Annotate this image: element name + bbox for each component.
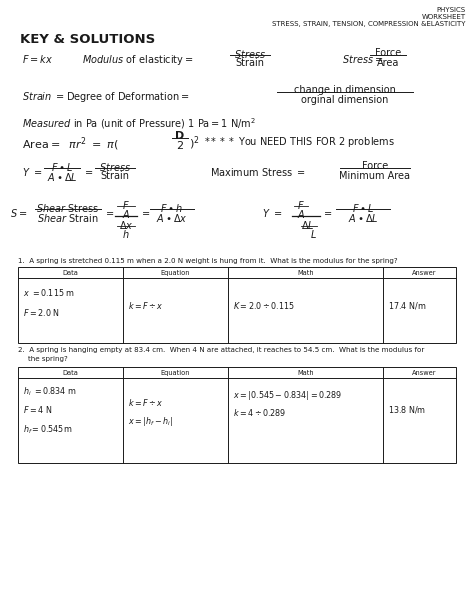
Text: $\Delta L$: $\Delta L$ [301, 219, 315, 231]
Text: $\mathit{Strain}\ = \mathrm{Degree\ of\ Deformation} =$: $\mathit{Strain}\ = \mathrm{Degree\ of\ … [22, 90, 190, 104]
Text: Data: Data [63, 270, 78, 276]
Text: $A \bullet \Delta L$: $A \bullet \Delta L$ [348, 212, 378, 224]
Text: $)^2$: $)^2$ [189, 134, 200, 151]
Text: $\mathit{Modulus}\ \mathrm{of\ elasticity} =$: $\mathit{Modulus}\ \mathrm{of\ elasticit… [82, 53, 193, 67]
Text: Math: Math [297, 270, 314, 276]
Text: Equation: Equation [161, 370, 190, 376]
Text: $\mathit{Stress}$: $\mathit{Stress}$ [99, 161, 131, 173]
Text: $Y\ =$: $Y\ =$ [262, 207, 282, 219]
Text: $F = 4\ \mathrm{N}$: $F = 4\ \mathrm{N}$ [23, 404, 52, 415]
Text: $F \bullet L$: $F \bullet L$ [352, 202, 374, 214]
Bar [18, 367, 456, 463]
Text: Equation: Equation [161, 270, 190, 276]
Text: $h_i\ {=}0.834\ \mathrm{m}$: $h_i\ {=}0.834\ \mathrm{m}$ [23, 386, 77, 398]
Text: $\mathrm{Area} =\ \ \pi r^2\ =\ \pi($: $\mathrm{Area} =\ \ \pi r^2\ =\ \pi($ [22, 135, 119, 153]
Text: $A \bullet \Delta L$: $A \bullet \Delta L$ [47, 171, 77, 183]
Text: PHYSICS: PHYSICS [437, 7, 466, 13]
Text: STRESS, STRAIN, TENSION, COMPRESSION &ELASTICITY: STRESS, STRAIN, TENSION, COMPRESSION &EL… [273, 21, 466, 27]
Text: $=$: $=$ [322, 207, 333, 217]
Text: $\mathit{Measured}\ \mathrm{in\ Pa\ (unit\ of\ Pressure)\ 1\ Pa = 1\ N/m}^2$: $\mathit{Measured}\ \mathrm{in\ Pa\ (uni… [22, 116, 256, 131]
Text: $\mathit{Shear}\ \mathrm{Strain}$: $\mathit{Shear}\ \mathrm{Strain}$ [37, 212, 99, 224]
Text: $A$: $A$ [297, 208, 305, 220]
Text: orginal dimension: orginal dimension [301, 95, 389, 105]
Text: $F \bullet h$: $F \bullet h$ [161, 202, 183, 214]
Text: $\mathit{L}$: $\mathit{L}$ [310, 228, 317, 240]
Text: $=$: $=$ [104, 207, 115, 217]
Text: $F = 2.0\ \mathrm{N}$: $F = 2.0\ \mathrm{N}$ [23, 307, 60, 318]
Text: $k = F \div x$: $k = F \div x$ [128, 397, 164, 408]
Text: $17.4\ \mathrm{N/m}$: $17.4\ \mathrm{N/m}$ [388, 300, 426, 311]
Text: $13.8\ \mathrm{N/m}$: $13.8\ \mathrm{N/m}$ [388, 404, 426, 415]
Text: Force: Force [375, 48, 401, 58]
Text: $\Delta x$: $\Delta x$ [118, 219, 133, 231]
Text: Force: Force [362, 161, 388, 171]
Text: $F \bullet L$: $F \bullet L$ [51, 161, 73, 173]
Text: $h_f = 0.545\mathrm{m}$: $h_f = 0.545\mathrm{m}$ [23, 424, 72, 436]
Text: $****\ \mathrm{You\ NEED\ THIS\ FOR\ 2\ problems}$: $****\ \mathrm{You\ NEED\ THIS\ FOR\ 2\ … [204, 135, 395, 149]
Text: the spring?: the spring? [28, 356, 68, 362]
Text: Minimum Area: Minimum Area [339, 171, 410, 181]
Text: $A \bullet \Delta x$: $A \bullet \Delta x$ [156, 212, 188, 224]
Text: $k = 4 \div 0.289$: $k = 4 \div 0.289$ [233, 407, 286, 418]
Text: $\mathit{Stress}$: $\mathit{Stress}$ [234, 48, 266, 60]
Text: Strain: Strain [100, 171, 129, 181]
Text: $k = F \div x$: $k = F \div x$ [128, 300, 164, 311]
Text: $\mathit{h}$: $\mathit{h}$ [122, 228, 130, 240]
Text: $S =$: $S =$ [10, 207, 27, 219]
Bar [18, 267, 456, 343]
Text: Maximum Stress $=$: Maximum Stress $=$ [210, 166, 305, 178]
Text: Answer: Answer [412, 370, 436, 376]
Text: 1.  A spring is stretched 0.115 m when a 2.0 N weight is hung from it.  What is : 1. A spring is stretched 0.115 m when a … [18, 258, 398, 264]
Text: $x{=}|h_f - h_i|$: $x{=}|h_f - h_i|$ [128, 415, 173, 428]
Text: Answer: Answer [412, 270, 436, 276]
Text: 2: 2 [176, 141, 183, 151]
Text: $x\ = 0.115\ \mathrm{m}$: $x\ = 0.115\ \mathrm{m}$ [23, 287, 75, 298]
Text: KEY & SOLUTIONS: KEY & SOLUTIONS [20, 33, 155, 46]
Text: $\mathit{Stress} =$: $\mathit{Stress} =$ [342, 53, 383, 65]
Text: $Y\ =$: $Y\ =$ [22, 166, 42, 178]
Text: $\mathit{F = kx}$: $\mathit{F = kx}$ [22, 53, 53, 65]
Text: WORKSHEET: WORKSHEET [422, 14, 466, 20]
Text: Strain: Strain [236, 58, 264, 68]
Text: Data: Data [63, 370, 78, 376]
Text: $x = |0.545 - 0.834| = 0.289$: $x = |0.545 - 0.834| = 0.289$ [233, 389, 342, 402]
Text: change in dimension: change in dimension [294, 85, 396, 95]
Text: $\mathit{Shear}\ \mathrm{Stress}$: $\mathit{Shear}\ \mathrm{Stress}$ [36, 202, 100, 214]
Text: 2.  A spring is hanging empty at 83.4 cm.  When 4 N are attached, it reaches to : 2. A spring is hanging empty at 83.4 cm.… [18, 347, 424, 353]
Text: $\mathit{F}$: $\mathit{F}$ [122, 199, 130, 211]
Text: Math: Math [297, 370, 314, 376]
Text: $K = 2.0 \div 0.115$: $K = 2.0 \div 0.115$ [233, 300, 295, 311]
Text: Area: Area [377, 58, 399, 68]
Text: $A$: $A$ [122, 208, 130, 220]
Text: D: D [175, 131, 185, 141]
Text: $=$: $=$ [83, 166, 94, 176]
Text: $=$: $=$ [140, 207, 151, 217]
Text: $\mathit{F}$: $\mathit{F}$ [297, 199, 305, 211]
